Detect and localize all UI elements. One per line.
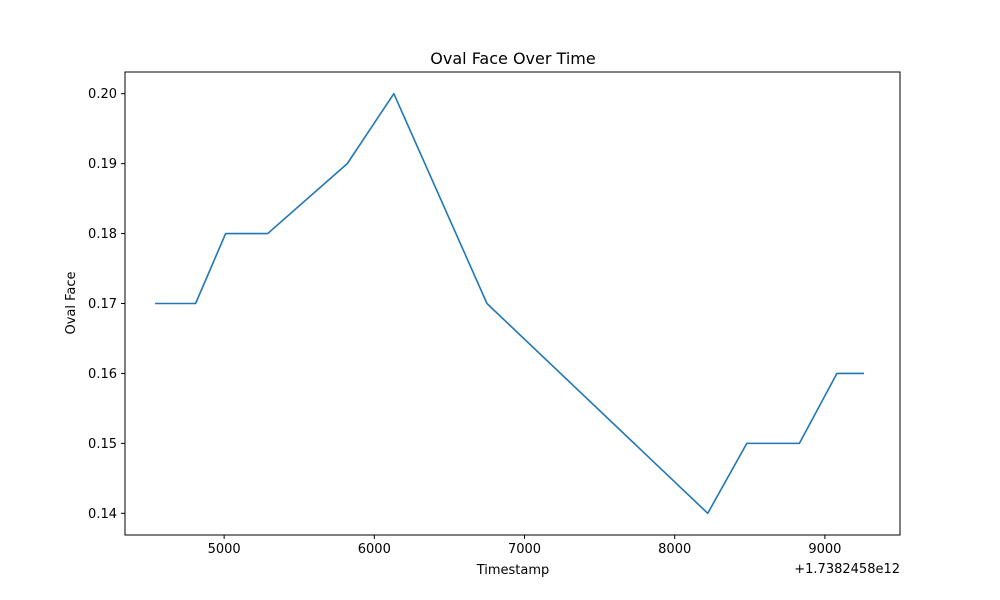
y-tick-label: 0.17 [88, 297, 117, 312]
x-tick-label: 7000 [508, 542, 541, 557]
x-tick-label: 9000 [808, 542, 841, 557]
x-tick-label: 6000 [358, 542, 391, 557]
x-axis-label: Timestamp [476, 563, 550, 578]
x-tick-label: 5000 [208, 542, 241, 557]
y-tick-label: 0.14 [88, 507, 117, 522]
x-axis-offset-label: +1.7382458e12 [794, 562, 900, 577]
y-tick-label: 0.18 [88, 227, 117, 242]
chart-title: Oval Face Over Time [430, 49, 595, 68]
x-tick-label: 8000 [658, 542, 691, 557]
y-tick-label: 0.20 [88, 87, 117, 102]
plot-area [155, 92, 864, 515]
y-tick-label: 0.16 [88, 367, 117, 382]
y-tick-label: 0.19 [88, 157, 117, 172]
y-axis-label: Oval Face [64, 271, 79, 334]
y-tick-label: 0.15 [88, 437, 117, 452]
x-axis: 5000 6000 7000 8000 9000 [208, 535, 841, 557]
y-axis: 0.14 0.15 0.16 0.17 0.18 0.19 0.20 [88, 87, 125, 522]
series-line-0 [155, 92, 864, 515]
